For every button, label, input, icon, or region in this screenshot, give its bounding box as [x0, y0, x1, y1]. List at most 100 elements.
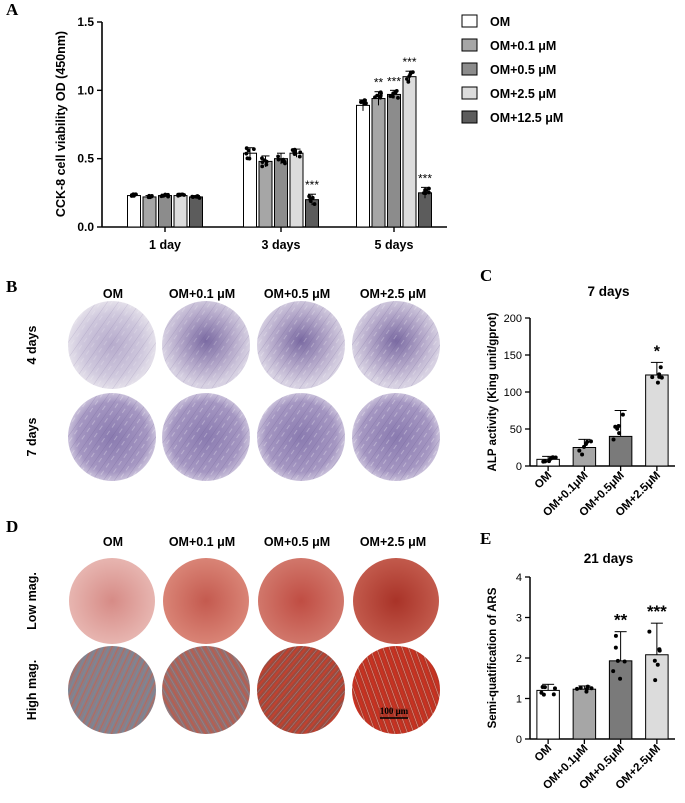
- panel-d-column-om: OM: [103, 535, 123, 549]
- chartC-point: [659, 375, 664, 380]
- chart-a-point: [146, 195, 151, 200]
- chart-a-bar: [371, 98, 386, 228]
- chart-a-point: [190, 194, 195, 199]
- chart-a-ytick-label: 0.0: [77, 220, 94, 234]
- chartC-ytick-label: 50: [510, 424, 522, 436]
- well-b-7d-om-2-5: [352, 393, 440, 481]
- chart-a-bar: [142, 196, 157, 228]
- panel-d-alizarin-red-grid: OM OM+0.1 μM OM+0.5 μM OM+2.5 μM Low mag…: [25, 535, 440, 734]
- chartC-point: [577, 448, 582, 453]
- legend-label: OM: [490, 15, 510, 29]
- chart-a-point: [423, 191, 428, 196]
- scale-bar-bg: [379, 708, 409, 718]
- panel-b-row-4-days: 4 days: [25, 325, 39, 364]
- legend-swatch: [461, 110, 478, 124]
- chart-a-point: [297, 154, 302, 159]
- panel-label-b: B: [6, 277, 17, 296]
- chart-a-point: [292, 150, 297, 155]
- chartC-point: [657, 372, 662, 377]
- chartC-title: 7 days: [587, 284, 629, 299]
- chart-a-point: [195, 194, 200, 199]
- chartC-sig: *: [654, 343, 661, 360]
- chart-a-point: [245, 156, 250, 161]
- chart-a-point: [283, 161, 287, 166]
- chartC-point: [613, 424, 618, 429]
- chart-a-point: [423, 188, 427, 192]
- chart-a-point: [312, 202, 317, 206]
- chartC-point: [658, 365, 663, 370]
- chartC-ylabel: ALP activity (King unit/gprot): [487, 312, 499, 471]
- chart-a-bar: [289, 152, 304, 228]
- chart-a-bar: [258, 160, 273, 228]
- chartC-point: [580, 452, 585, 457]
- well-b-4d-om: [68, 301, 156, 389]
- chartC-point: [553, 455, 558, 460]
- chart-a-point: [391, 94, 395, 99]
- chartC-point: [543, 459, 548, 464]
- chartE-sig: **: [614, 611, 628, 630]
- chartE-point: [575, 686, 580, 691]
- chartE-ytick-label: 1: [516, 694, 522, 706]
- panel-d-column-om-0-1: OM+0.1 μM: [169, 535, 235, 549]
- chart-a-point: [407, 74, 412, 79]
- chart-a-bar: [243, 152, 257, 228]
- chartE-point: [585, 684, 590, 689]
- chart-a-point: [426, 190, 431, 195]
- chartC-point: [617, 431, 622, 436]
- legend-swatch: [461, 14, 478, 28]
- chart-a-point: [364, 101, 368, 106]
- chartE-bar: [536, 689, 560, 740]
- panel-b-crystal-violet-grid: OM OM+0.1 μM OM+0.5 μM OM+2.5 μM 4 days …: [25, 287, 440, 481]
- chart-a-point: [182, 193, 187, 197]
- chartE-bar: [572, 688, 597, 740]
- well-d-low-om-2-5: [353, 558, 439, 644]
- chart-a-point: [244, 151, 249, 156]
- chart-a-bar: [402, 76, 417, 228]
- chart-a-sig: **: [374, 76, 384, 90]
- chart-c-alp: 7 days 0 50 100 150 200 ALP activity (King uni…: [487, 284, 675, 519]
- chart-a-bar: [274, 158, 288, 228]
- chartE-ylabel: Semi-quatification of ARS: [487, 587, 499, 728]
- chart-a-point: [308, 197, 313, 202]
- chartE-point: [611, 669, 616, 674]
- chartE-bar: [645, 654, 669, 740]
- chart-a-xtick-label: 5 days: [375, 238, 414, 252]
- chartC-point: [583, 442, 588, 447]
- chart-a-point: [264, 162, 269, 167]
- chart-a-point: [276, 154, 280, 159]
- chartE-xtick-label: OM: [533, 743, 555, 765]
- well-d-high-om-0-1: [162, 646, 250, 734]
- chartE-point: [652, 658, 657, 663]
- legend-label: OM+12.5 μM: [490, 111, 563, 125]
- chartC-xtick-label: OM: [533, 470, 555, 492]
- chart-a-point: [307, 194, 312, 199]
- well-b-4d-om-2-5: [352, 301, 440, 389]
- chartC-bar: [645, 374, 669, 467]
- chart-a-bar: [158, 195, 172, 228]
- chartE-point: [584, 689, 589, 694]
- chartE-point: [613, 633, 618, 638]
- chart-a-legend: OM OM+0.1 μM OM+0.5 μM OM+2.5 μM OM+12.5 μM: [461, 14, 563, 125]
- chart-a-xtick-label: 1 day: [149, 238, 181, 252]
- chart-a-sig: ***: [418, 171, 432, 185]
- well-d-high-om-2-5: [352, 646, 440, 734]
- panel-b-column-om-0-1: OM+0.1 μM: [169, 287, 235, 301]
- chartC-point: [611, 437, 616, 442]
- panel-d-column-om-0-5: OM+0.5 μM: [264, 535, 330, 549]
- panel-d-row-high-mag: High mag.: [25, 660, 39, 720]
- chart-a-point: [378, 93, 383, 98]
- chart-a-point: [260, 164, 265, 169]
- chart-a-sig: ***: [305, 178, 319, 192]
- scale-bar-label: 100 μm: [380, 706, 409, 716]
- chart-a-point: [375, 93, 379, 98]
- chartE-point: [589, 686, 594, 691]
- chartE-point: [613, 645, 618, 650]
- chart-a-point: [406, 79, 411, 84]
- chart-a-bar: [127, 195, 141, 228]
- chart-a-ytick-label: 0.5: [77, 152, 94, 166]
- chartE-point: [622, 659, 627, 664]
- chartC-point: [581, 444, 586, 449]
- chartE-sig: ***: [647, 602, 667, 621]
- chart-a-bar: [189, 196, 203, 228]
